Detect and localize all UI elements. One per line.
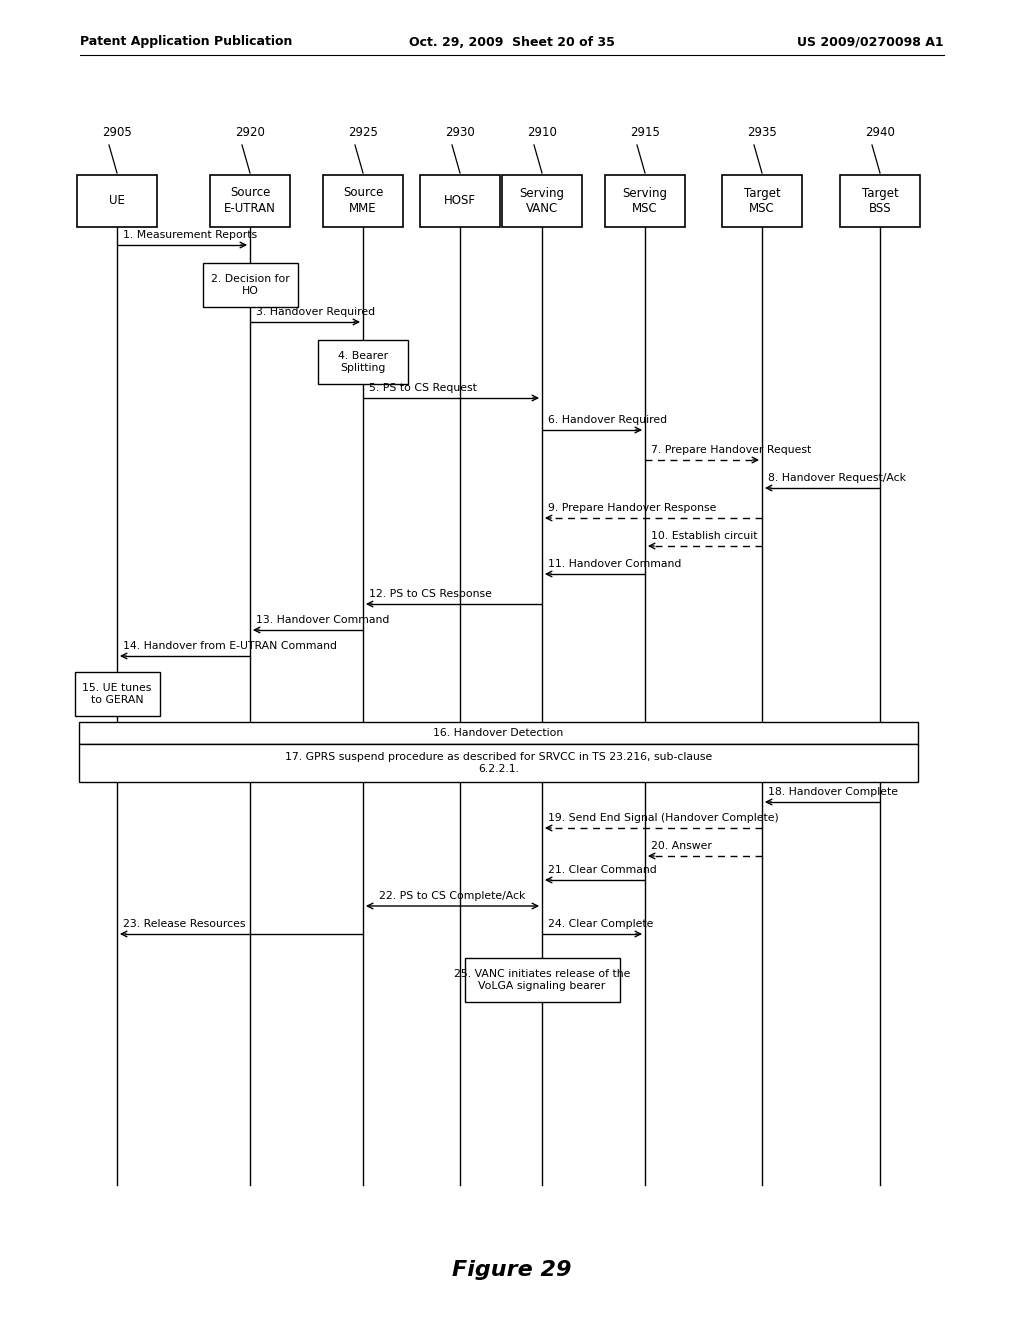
Text: 17. GPRS suspend procedure as described for SRVCC in TS 23.216, sub-clause
6.2.2: 17. GPRS suspend procedure as described … (285, 751, 712, 775)
Text: 25. VANC initiates release of the
VoLGA signaling bearer: 25. VANC initiates release of the VoLGA … (454, 969, 630, 991)
Bar (203, 263, 298, 308)
Text: 15. UE tunes
to GERAN: 15. UE tunes to GERAN (82, 682, 152, 705)
Text: 12. PS to CS Response: 12. PS to CS Response (369, 589, 492, 599)
Bar (323, 176, 403, 227)
Bar (420, 176, 500, 227)
Text: Patent Application Publication: Patent Application Publication (80, 36, 293, 49)
Text: Oct. 29, 2009  Sheet 20 of 35: Oct. 29, 2009 Sheet 20 of 35 (409, 36, 615, 49)
Text: 13. Handover Command: 13. Handover Command (256, 615, 389, 624)
Text: 19. Send End Signal (Handover Complete): 19. Send End Signal (Handover Complete) (548, 813, 778, 822)
Bar (722, 176, 802, 227)
Text: 2905: 2905 (102, 125, 132, 139)
Text: 1. Measurement Reports: 1. Measurement Reports (123, 230, 257, 240)
Text: 23. Release Resources: 23. Release Resources (123, 919, 246, 929)
Text: 20. Answer: 20. Answer (651, 841, 712, 851)
Text: 2940: 2940 (865, 125, 895, 139)
Bar (79, 722, 918, 744)
Text: 9. Prepare Handover Response: 9. Prepare Handover Response (548, 503, 717, 513)
Bar (210, 176, 290, 227)
Text: Source
E-UTRAN: Source E-UTRAN (224, 186, 275, 215)
Bar (75, 672, 160, 715)
Bar (77, 176, 157, 227)
Bar (840, 176, 920, 227)
Bar (318, 341, 408, 384)
Text: Serving
VANC: Serving VANC (519, 186, 564, 215)
Text: 5. PS to CS Request: 5. PS to CS Request (369, 383, 477, 393)
Text: 10. Establish circuit: 10. Establish circuit (651, 531, 758, 541)
Text: 18. Handover Complete: 18. Handover Complete (768, 787, 898, 797)
Text: Serving
MSC: Serving MSC (623, 186, 668, 215)
Text: 2930: 2930 (445, 125, 475, 139)
Text: Figure 29: Figure 29 (453, 1261, 571, 1280)
Text: 2910: 2910 (527, 125, 557, 139)
Text: 2915: 2915 (630, 125, 659, 139)
Bar (465, 958, 620, 1002)
Text: 4. Bearer
Splitting: 4. Bearer Splitting (338, 351, 388, 374)
Bar (502, 176, 582, 227)
Text: UE: UE (110, 194, 125, 207)
Text: 2925: 2925 (348, 125, 378, 139)
Text: 16. Handover Detection: 16. Handover Detection (433, 729, 563, 738)
Text: 24. Clear Complete: 24. Clear Complete (548, 919, 653, 929)
Text: Source
MME: Source MME (343, 186, 383, 215)
Text: 8. Handover Request/Ack: 8. Handover Request/Ack (768, 473, 906, 483)
Text: Target
MSC: Target MSC (743, 186, 780, 215)
Text: 11. Handover Command: 11. Handover Command (548, 558, 681, 569)
Text: US 2009/0270098 A1: US 2009/0270098 A1 (798, 36, 944, 49)
Text: Target
BSS: Target BSS (861, 186, 898, 215)
Text: 22. PS to CS Complete/Ack: 22. PS to CS Complete/Ack (379, 891, 525, 902)
Text: 6. Handover Required: 6. Handover Required (548, 414, 667, 425)
Text: HOSF: HOSF (444, 194, 476, 207)
Bar (79, 744, 918, 781)
Text: 2. Decision for
HO: 2. Decision for HO (211, 273, 290, 296)
Text: 14. Handover from E-UTRAN Command: 14. Handover from E-UTRAN Command (123, 642, 337, 651)
Text: 3. Handover Required: 3. Handover Required (256, 308, 375, 317)
Text: 2935: 2935 (748, 125, 777, 139)
Text: 7. Prepare Handover Request: 7. Prepare Handover Request (651, 445, 811, 455)
Text: 21. Clear Command: 21. Clear Command (548, 865, 656, 875)
Text: 2920: 2920 (236, 125, 265, 139)
Bar (605, 176, 685, 227)
